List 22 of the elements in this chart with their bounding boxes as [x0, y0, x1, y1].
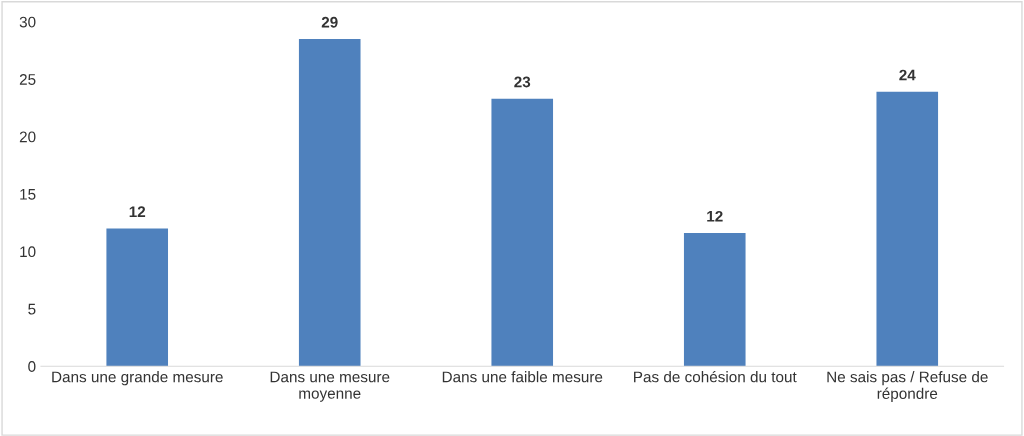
y-tick-label: 20 — [19, 131, 36, 143]
y-tick-label: 5 — [28, 303, 36, 315]
y-tick-label: 25 — [19, 74, 36, 85]
x-tick-label: Pas de cohésion du tout — [634, 370, 797, 383]
x-tick-label: Dans une faible mesure — [442, 371, 603, 383]
data-label: 24 — [899, 69, 916, 81]
bar — [106, 228, 169, 367]
x-tick-label: Ne sais pas / Refuse de répondre — [827, 371, 988, 403]
data-label: 23 — [514, 76, 531, 88]
x-tick-label: Dans une grande mesure — [52, 371, 223, 386]
data-label: 12 — [129, 206, 146, 217]
y-tick-label: 30 — [19, 16, 36, 28]
y-tick-label: 0 — [28, 361, 36, 372]
x-tick-label: Dans une mesure moyenne — [270, 371, 390, 402]
data-label: 12 — [707, 210, 723, 222]
bar — [491, 98, 554, 367]
data-label: 29 — [321, 16, 338, 28]
bar — [683, 233, 746, 367]
bar — [876, 91, 939, 367]
y-tick-label: 10 — [20, 246, 36, 258]
y-tick-label: 15 — [20, 189, 36, 200]
bar — [298, 39, 361, 367]
